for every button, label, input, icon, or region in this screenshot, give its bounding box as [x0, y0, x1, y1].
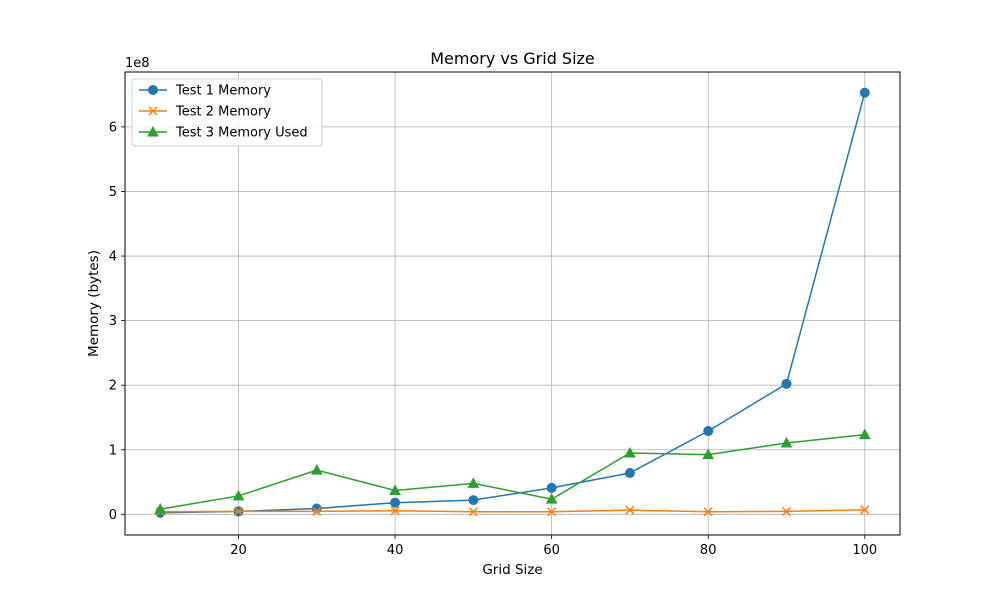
data-point [703, 507, 713, 517]
data-point [545, 493, 558, 504]
data-point [468, 495, 479, 506]
y-axis-label: Memory (bytes) [86, 250, 102, 357]
data-point [780, 436, 793, 448]
y-axis-offset-label: 1e8 [125, 56, 150, 71]
data-point [781, 506, 792, 516]
data-point [781, 378, 792, 389]
legend-box [131, 78, 323, 147]
data-point [390, 506, 400, 516]
data-point [389, 484, 401, 495]
legend-entry: Test 1 Memory [139, 84, 271, 99]
plot-frame [124, 71, 901, 536]
data-point [858, 428, 871, 440]
y-tick-label: 3 [109, 314, 117, 329]
data-point [467, 477, 480, 488]
x-tick-label: 40 [387, 543, 404, 558]
data-point [624, 468, 635, 479]
series-layer [154, 87, 871, 518]
y-tick-label: 4 [109, 250, 117, 265]
data-point [625, 505, 635, 515]
data-point [310, 464, 323, 475]
data-point [468, 507, 478, 517]
data-point [703, 426, 714, 437]
data-point [547, 507, 557, 517]
chart-title: Memory vs Grid Size [430, 49, 595, 68]
series-line [160, 433, 865, 510]
y-tick-label: 0 [109, 508, 117, 523]
data-point [312, 506, 322, 516]
legend-entry: Test 2 Memory [139, 105, 271, 120]
legend-label: Test 3 Memory Used [175, 126, 308, 141]
data-point [546, 482, 557, 493]
legend-label: Test 1 Memory [175, 84, 271, 99]
legend-label: Test 2 Memory [175, 105, 271, 120]
x-axis: 20 40 60 80 100 [230, 535, 877, 558]
data-point [702, 448, 715, 460]
y-axis: 0 1 2 3 4 5 6 [109, 120, 125, 523]
x-tick-label: 20 [230, 543, 247, 558]
x-tick-label: 100 [852, 543, 877, 558]
series-3 [154, 428, 871, 514]
y-tick-label: 1 [109, 443, 117, 458]
y-tick-label: 5 [109, 185, 117, 200]
data-point [624, 446, 636, 458]
data-point [233, 506, 244, 516]
legend-marker [147, 125, 159, 137]
data-point [154, 503, 167, 514]
series-line [160, 509, 865, 513]
y-tick-label: 6 [109, 120, 117, 135]
data-point [859, 87, 870, 98]
legend-entry: Test 3 Memory Used [139, 126, 308, 141]
data-point [860, 505, 870, 515]
data-point [232, 489, 245, 501]
series-line [160, 92, 866, 514]
legend-marker [148, 85, 158, 95]
legend-marker [148, 106, 158, 116]
x-tick-label: 60 [543, 543, 560, 558]
x-axis-label: Grid Size [482, 562, 542, 578]
legend: Test 1 Memory Test 2 Memory Test 3 Memory … [131, 78, 323, 147]
y-tick-label: 2 [109, 379, 117, 394]
series-1 [155, 87, 870, 518]
x-tick-label: 80 [700, 543, 717, 558]
data-point [390, 497, 401, 508]
